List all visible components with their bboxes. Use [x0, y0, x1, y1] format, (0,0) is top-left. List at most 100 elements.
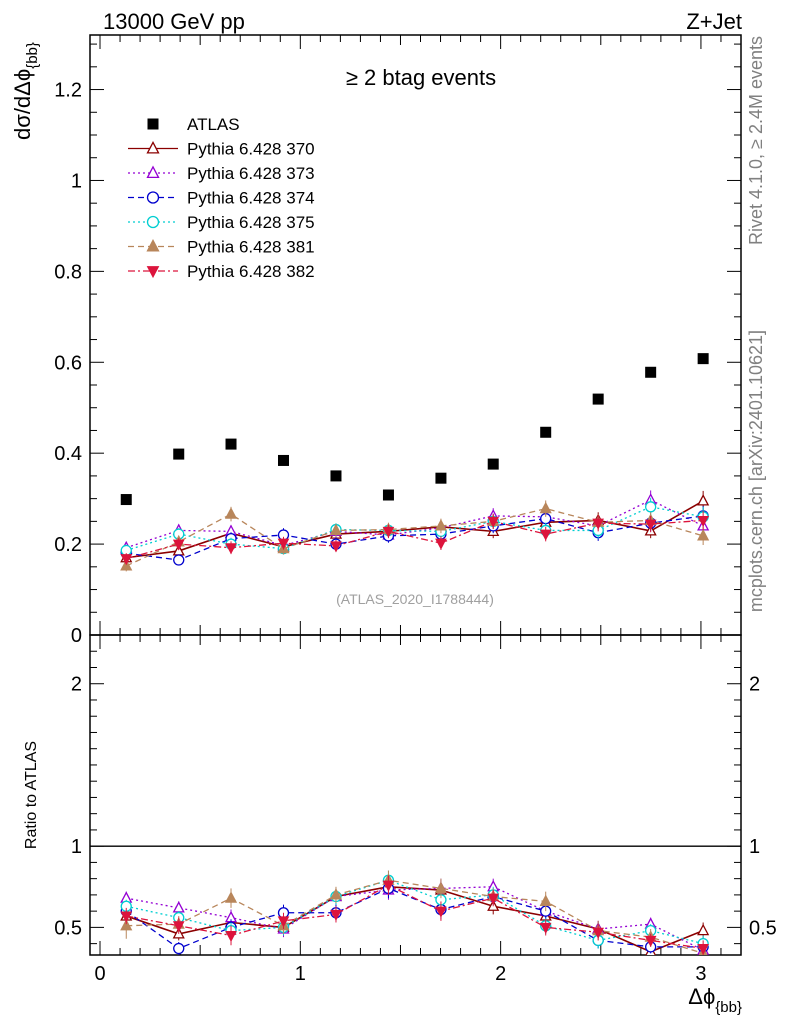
- data-point: [434, 519, 448, 531]
- series-line: [126, 506, 704, 552]
- data-point: [435, 472, 447, 484]
- ratio-series-line: [125, 887, 704, 950]
- ratio-point: [120, 918, 133, 931]
- main-y-tick-label: 1: [71, 170, 82, 192]
- legend-label: Pythia 6.428 370: [187, 140, 315, 159]
- data-point: [592, 518, 605, 530]
- ratio-point: [225, 931, 237, 943]
- ratio-point: [697, 944, 709, 955]
- data-point: [540, 426, 552, 438]
- data-point: [172, 539, 185, 551]
- data-point: [120, 554, 133, 566]
- ratio-series-line: [125, 885, 704, 953]
- data-point: [644, 519, 657, 531]
- ratio-y-tick-label: 1: [71, 836, 82, 858]
- main-y-tick-label: 0.6: [54, 352, 82, 374]
- series-line: [125, 507, 704, 567]
- data-point: [382, 526, 395, 538]
- data-point: [697, 529, 710, 541]
- x-tick-label: 3: [695, 963, 706, 985]
- legend-marker: [146, 266, 160, 279]
- data-point: [173, 448, 185, 460]
- ratio-point: [382, 880, 395, 892]
- ratio-point: [172, 921, 185, 933]
- data-point: [435, 538, 447, 550]
- ratio-axis-ticks: 0.5 0.5 1 1 2 2 0 1 2 3: [54, 635, 777, 985]
- data-point: [173, 554, 185, 566]
- header-left-title: 13000 GeV pp: [103, 9, 245, 34]
- ratio-point: [173, 942, 185, 955]
- data-point: [329, 523, 343, 536]
- main-axis-ticks: 0 0.2 0.4 0.6 0.8 1 1.2: [54, 35, 741, 647]
- legend-marker: [146, 191, 160, 204]
- ratio-point: [172, 900, 185, 913]
- ratio-series-line: [126, 879, 704, 954]
- ratio-point: [120, 911, 133, 923]
- main-y-tick-label: 0: [71, 625, 82, 647]
- data-point: [592, 393, 604, 405]
- ratio-y-tick-label-right: 0.5: [749, 917, 777, 939]
- ratio-y-tick-label: 2: [71, 674, 82, 696]
- ratio-plot-frame: [89, 634, 742, 956]
- data-point: [487, 458, 499, 470]
- ratio-series-line: [126, 884, 704, 950]
- legend-marker: [146, 141, 160, 154]
- data-point: [382, 489, 394, 501]
- analysis-watermark: (ATLAS_2020_I1788444): [336, 591, 494, 607]
- data-point: [487, 516, 500, 528]
- ratio-y-axis-label: Ratio to ATLAS: [23, 741, 40, 849]
- x-tick-label: 1: [295, 963, 306, 985]
- legend-label: Pythia 6.428 374: [187, 189, 315, 208]
- ratio-point: [697, 923, 710, 936]
- ratio-point: [487, 893, 500, 905]
- ratio-y-tick-label-right: 2: [749, 674, 760, 696]
- ratio-point: [330, 909, 342, 921]
- data-point: [697, 353, 709, 365]
- legend-marker: [147, 118, 159, 130]
- ratio-point: [539, 894, 552, 907]
- data-point: [539, 501, 552, 514]
- x-tick-label: 0: [94, 963, 105, 985]
- ratio-point: [434, 881, 448, 894]
- header-right-title: Z+Jet: [686, 9, 742, 34]
- data-point: [224, 507, 238, 519]
- ratio-y-tick-label-right: 1: [749, 836, 760, 858]
- rivet-label: Rivet 4.1.0, ≥ 2.4M events: [746, 36, 766, 245]
- main-y-tick-label: 0.2: [54, 534, 82, 556]
- ratio-series-line: [126, 886, 704, 951]
- data-point: [120, 494, 132, 506]
- data-point: [539, 529, 552, 541]
- series-line: [126, 500, 704, 559]
- main-y-tick-label: 0.8: [54, 261, 82, 283]
- legend-marker: [146, 215, 160, 229]
- data-point: [330, 470, 342, 482]
- legend-marker: [146, 165, 160, 179]
- ratio-point: [435, 906, 447, 918]
- legend-label: Pythia 6.428 373: [187, 164, 315, 183]
- data-point: [277, 538, 290, 550]
- data-point: [225, 543, 237, 555]
- legend-label: Pythia 6.428 381: [187, 238, 315, 257]
- legend-label: Pythia 6.428 382: [187, 262, 315, 281]
- ratio-point: [224, 891, 238, 903]
- main-y-tick-label: 1.2: [54, 80, 82, 102]
- main-y-tick-label: 0.4: [54, 443, 82, 465]
- ratio-point: [644, 935, 657, 947]
- legend-label: ATLAS: [187, 115, 240, 134]
- legend-marker: [146, 239, 160, 252]
- main-y-axis-label: dσ/dΔϕ{bb}: [10, 42, 41, 140]
- data-point: [225, 438, 237, 450]
- main-series-layer: [120, 353, 710, 572]
- data-point: [645, 501, 657, 513]
- legend-label: Pythia 6.428 375: [187, 213, 315, 232]
- ratio-y-tick-label: 0.5: [54, 917, 82, 939]
- mcplots-label: mcplots.cern.ch [arXiv:2401.10621]: [746, 330, 766, 612]
- ratio-point: [329, 888, 343, 900]
- ratio-point: [539, 922, 552, 934]
- x-axis-label: Δϕ{bb}: [688, 984, 742, 1016]
- legend: ATLAS Pythia 6.428 370 Pythia 6.428 373 Pyt…: [128, 115, 315, 281]
- data-point: [645, 366, 657, 378]
- data-point: [697, 515, 709, 528]
- selection-title: ≥ 2 btag events: [346, 65, 496, 90]
